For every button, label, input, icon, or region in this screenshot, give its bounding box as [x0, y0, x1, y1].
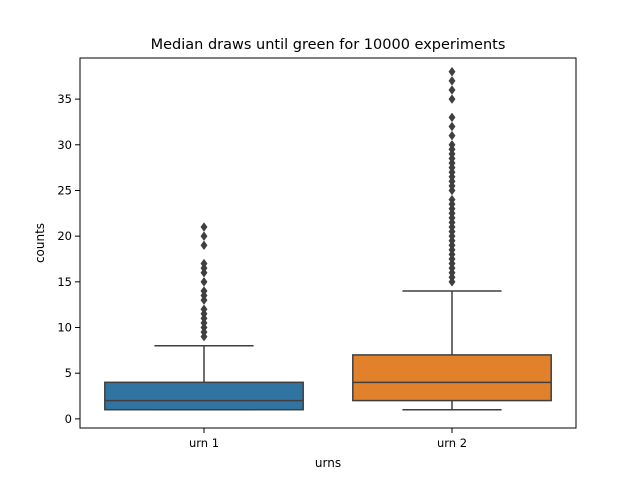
y-tick-label: 0 [65, 412, 72, 426]
y-tick-label: 25 [57, 183, 72, 197]
plot-area: 0 5 10 15 20 25 30 35 urn 1 urn 2 [57, 57, 577, 450]
outlier-point-urn-2 [448, 194, 456, 205]
box-urn-2 [352, 354, 552, 402]
x-tick-label: urn 2 [437, 436, 467, 450]
y-tick-label: 35 [57, 92, 72, 106]
outlier-point-urn-2 [448, 139, 456, 150]
x-axis-label: urns [315, 456, 341, 470]
y-tick-label: 10 [57, 321, 72, 335]
outlier-point-urn-1 [200, 277, 208, 287]
y-tick-label: 15 [57, 275, 72, 289]
outlier-point-urn-2 [448, 130, 456, 141]
outlier-point-urn-1 [200, 286, 208, 296]
outlier-point-urn-1 [200, 222, 208, 232]
box-urn-1 [104, 381, 304, 411]
y-tick-label: 20 [57, 229, 72, 243]
axes-frame [79, 57, 577, 429]
outlier-point-urn-2 [448, 66, 456, 77]
outlier-point-urn-2 [448, 76, 456, 86]
outlier-point-urn-2 [448, 94, 456, 104]
outlier-point-urn-1 [200, 258, 208, 269]
y-tick-label: 5 [65, 366, 72, 380]
y-tick-label: 30 [57, 138, 72, 152]
outlier-point-urn-1 [200, 240, 208, 251]
outlier-point-urn-1 [200, 231, 208, 241]
outlier-point-urn-1 [200, 304, 208, 315]
outlier-point-urn-2 [448, 121, 456, 132]
outlier-point-urn-2 [448, 112, 456, 123]
outlier-point-urn-2 [448, 85, 456, 95]
y-axis-label: counts [33, 223, 47, 263]
chart-title: Median draws until green for 10000 exper… [151, 37, 506, 53]
x-tick-label: urn 1 [189, 436, 219, 450]
